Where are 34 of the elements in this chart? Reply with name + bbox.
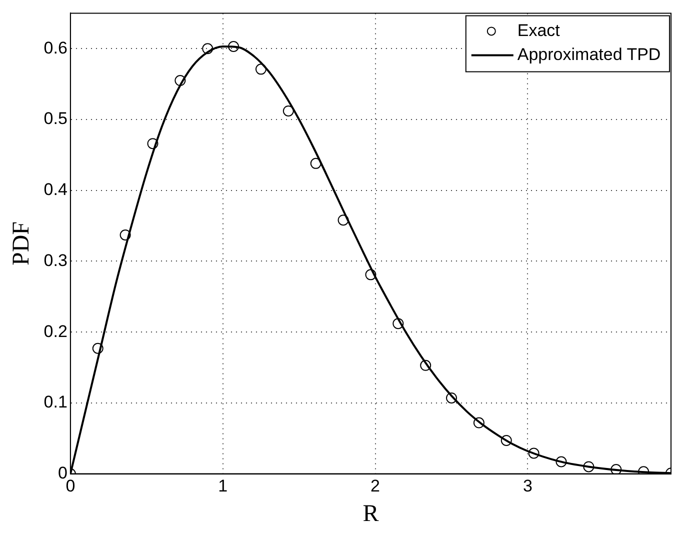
point — [446, 392, 458, 404]
x-tick-label: 3 — [522, 476, 532, 496]
point — [147, 138, 158, 150]
point — [365, 269, 376, 280]
x-tick-label: 1 — [218, 476, 228, 496]
legend-label: Exact — [517, 20, 560, 40]
y-tick-label: 0.5 — [44, 109, 68, 128]
y-tick-label: 0 — [58, 463, 68, 482]
y-axis-title: PDF — [8, 221, 35, 266]
point — [174, 75, 186, 86]
y-tick-label: 0.4 — [44, 180, 68, 200]
point — [392, 318, 404, 330]
point — [473, 417, 484, 428]
point — [255, 64, 266, 75]
point — [338, 214, 349, 226]
point — [310, 158, 322, 169]
point — [500, 434, 512, 446]
y-tick-label: 0.6 — [44, 38, 68, 58]
point — [528, 448, 540, 459]
point — [556, 456, 567, 468]
x-tick-label: 2 — [370, 476, 380, 496]
point — [92, 342, 104, 354]
point — [583, 461, 594, 472]
x-axis-title: R — [362, 500, 379, 527]
point — [610, 464, 622, 474]
point — [420, 360, 432, 371]
y-tick-label: 0.3 — [44, 250, 68, 270]
point — [228, 41, 240, 52]
y-tick-label: 0.2 — [44, 322, 68, 341]
legend-label: Approximated TPD — [517, 44, 661, 64]
point — [282, 105, 294, 116]
point — [202, 43, 214, 54]
y-tick-label: 0.1 — [44, 392, 68, 412]
point — [120, 229, 131, 240]
